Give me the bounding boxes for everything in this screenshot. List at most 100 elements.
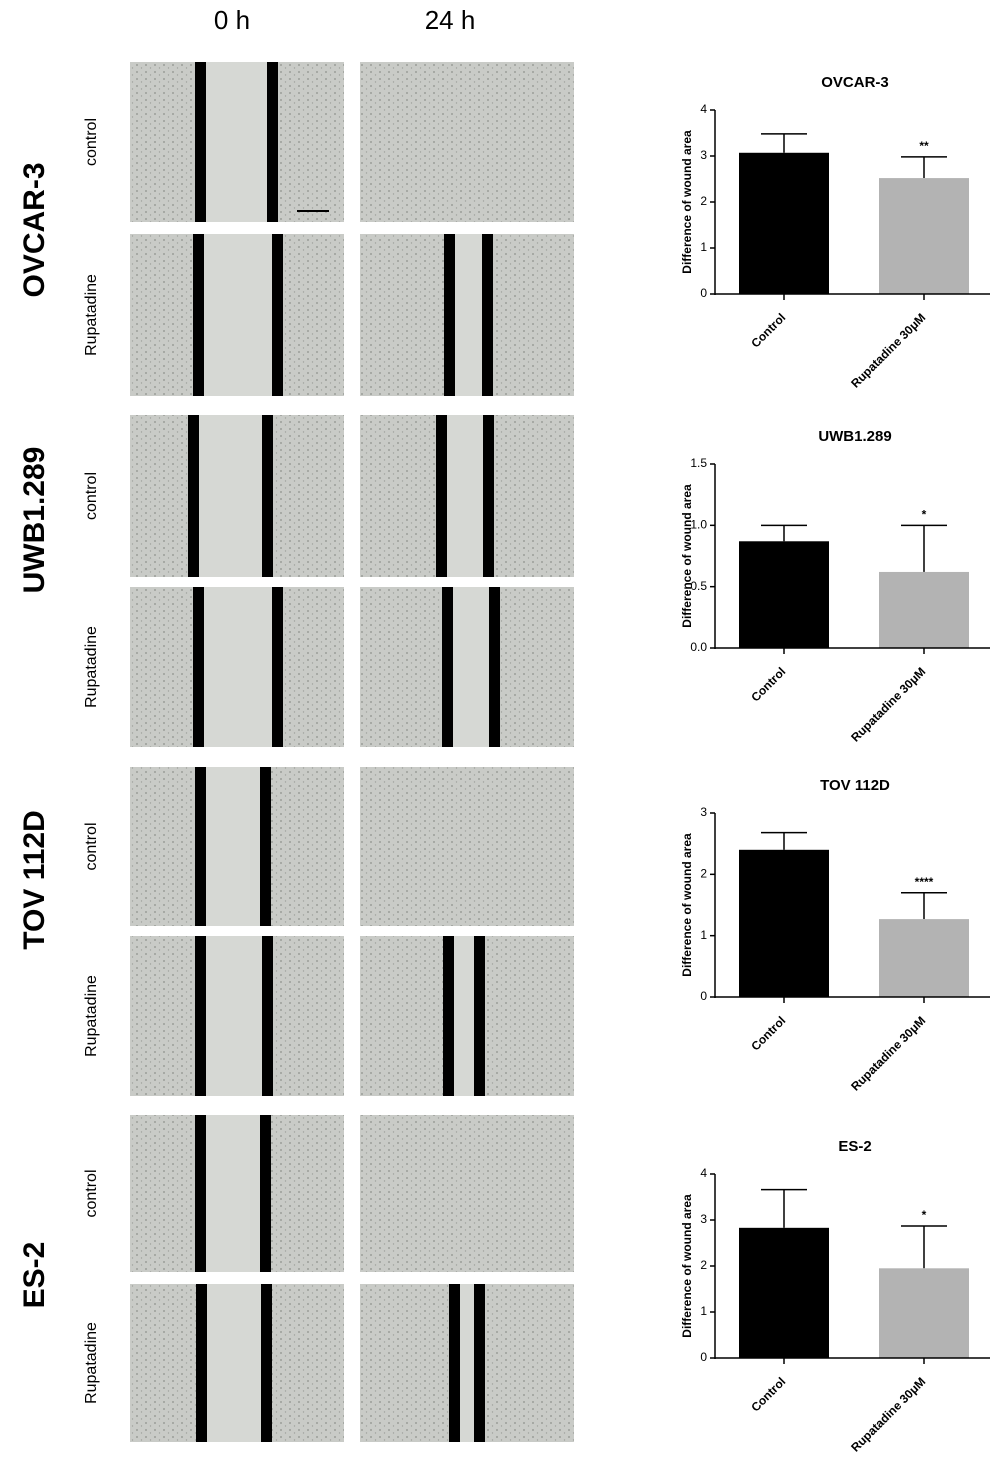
y-tick-label: 0.5 (690, 579, 707, 593)
wound-edge (261, 1284, 272, 1442)
wound-edge (443, 936, 454, 1096)
wound-edge (260, 767, 271, 926)
wound-gap (203, 587, 272, 747)
y-tick-label: 4 (700, 1166, 707, 1180)
condition-label: control (83, 822, 100, 870)
condition-label: control (83, 1169, 100, 1217)
wound-gap (206, 1284, 261, 1442)
cell-line-label: TOV 112D (18, 810, 51, 950)
wound-edge (193, 587, 204, 747)
wound-edge (436, 415, 447, 577)
chart-title: TOV 112D (820, 777, 890, 794)
bar (739, 1227, 829, 1358)
column-header: 24 h (425, 5, 476, 35)
y-tick-label: 3 (700, 805, 707, 819)
y-tick-label: 1 (700, 1304, 707, 1318)
wound-edge (272, 587, 283, 747)
wound-edge (188, 415, 199, 577)
y-tick-label: 3 (700, 148, 707, 162)
wound-edge (262, 936, 273, 1096)
y-axis-label: Difference of wound area (680, 833, 694, 977)
wound-edge (193, 234, 204, 396)
x-tick-label: Control (748, 664, 788, 704)
y-axis-label: Difference of wound area (680, 130, 694, 274)
micrograph (360, 767, 574, 926)
y-tick-label: 0 (700, 989, 707, 1003)
wound-gap (452, 587, 489, 747)
x-tick-label: Control (748, 1374, 788, 1414)
x-tick-label: Control (748, 310, 788, 350)
y-axis-label: Difference of wound area (680, 1194, 694, 1338)
wound-edge (489, 587, 500, 747)
condition-label: control (83, 118, 100, 166)
chart-title: OVCAR-3 (821, 74, 889, 91)
wound-edge (449, 1284, 460, 1442)
condition-label: Rupatadine (83, 626, 100, 708)
wound-gap (203, 234, 272, 396)
wound-edge (195, 936, 206, 1096)
scale-bar (297, 210, 329, 212)
cell-line-label: OVCAR-3 (18, 162, 51, 297)
y-tick-label: 1.0 (690, 518, 707, 532)
y-tick-label: 1.5 (690, 456, 707, 470)
x-tick-label: Control (748, 1013, 788, 1053)
wound-gap (205, 936, 262, 1096)
bar (879, 919, 969, 997)
chart-title: ES-2 (838, 1138, 871, 1155)
bar (739, 152, 829, 294)
cell-line-label: ES-2 (18, 1242, 51, 1309)
y-axis-label: Difference of wound area (680, 484, 694, 628)
bar (879, 178, 969, 294)
wound-edge (260, 1115, 271, 1272)
y-tick-label: 2 (700, 1258, 707, 1272)
wound-gap (453, 936, 474, 1096)
cell-line-label: UWB1.289 (18, 447, 51, 594)
y-tick-label: 2 (700, 194, 707, 208)
condition-label: Rupatadine (83, 1322, 100, 1404)
wound-edge (195, 767, 206, 926)
micrograph (360, 1115, 574, 1272)
wound-edge (195, 1115, 206, 1272)
chart-title: UWB1.289 (818, 428, 891, 445)
wound-edge (262, 415, 273, 577)
y-tick-label: 2 (700, 867, 707, 881)
wound-edge (482, 234, 493, 396)
x-tick-label: Rupatadine 30μM (848, 310, 928, 390)
wound-gap (446, 415, 483, 577)
wound-edge (474, 1284, 485, 1442)
wound-gap (205, 62, 267, 222)
micrograph (360, 62, 574, 222)
condition-label: Rupatadine (83, 274, 100, 356)
y-tick-label: 1 (700, 240, 707, 254)
x-tick-label: Rupatadine 30μM (848, 1374, 928, 1454)
wound-gap (205, 1115, 260, 1272)
wound-edge (272, 234, 283, 396)
x-tick-label: Rupatadine 30μM (848, 664, 928, 744)
wound-edge (195, 62, 206, 222)
bar (879, 1268, 969, 1358)
wound-edge (474, 936, 485, 1096)
wound-edge (196, 1284, 207, 1442)
significance: ** (919, 139, 929, 153)
bar (879, 571, 969, 648)
significance: **** (915, 875, 934, 889)
y-tick-label: 0.0 (690, 640, 707, 654)
bar (739, 849, 829, 997)
bar (739, 541, 829, 648)
y-tick-label: 3 (700, 1212, 707, 1226)
wound-gap (205, 767, 260, 926)
wound-gap (459, 1284, 474, 1442)
wound-gap (454, 234, 482, 396)
column-header: 0 h (214, 5, 250, 35)
x-tick-label: Rupatadine 30μM (848, 1013, 928, 1093)
condition-label: control (83, 472, 100, 520)
significance: * (922, 1208, 927, 1222)
significance: * (922, 508, 927, 522)
y-tick-label: 1 (700, 928, 707, 942)
wound-edge (444, 234, 455, 396)
condition-label: Rupatadine (83, 975, 100, 1057)
wound-gap (198, 415, 262, 577)
wound-edge (267, 62, 278, 222)
y-tick-label: 0 (700, 1350, 707, 1364)
